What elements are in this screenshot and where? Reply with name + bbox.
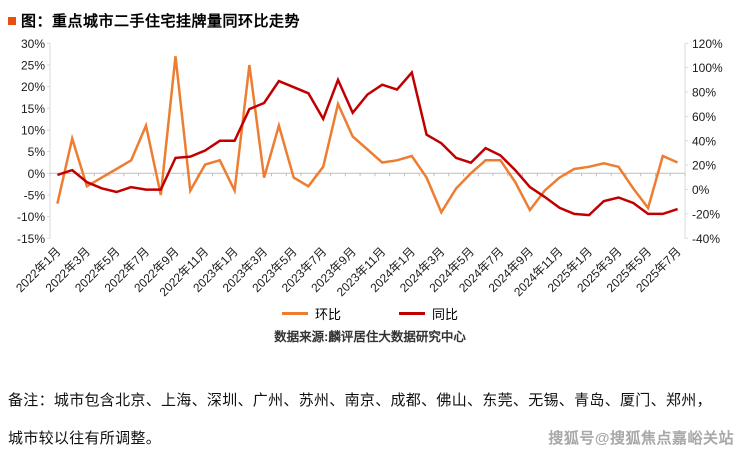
left-axis-label: 25% xyxy=(21,58,45,72)
legend-label-mom: 环比 xyxy=(314,307,341,322)
right-axis-label: -20% xyxy=(692,207,720,221)
left-axis-label: -15% xyxy=(17,232,45,246)
footnote-block: 备注：城市包含北京、上海、深圳、广州、苏州、南京、成都、佛山、东莞、无锡、青岛、… xyxy=(8,382,723,454)
chart-title: 图：重点城市二手住宅挂牌量同环比走势 xyxy=(21,13,301,30)
right-axis-label: 120% xyxy=(692,37,723,51)
legend-item-yoy: 同比 xyxy=(399,304,458,323)
x-axis-labels: 2022年1月2022年3月2022年5月2022年7月2022年9月2022年… xyxy=(13,245,684,300)
right-axis-label: 0% xyxy=(692,183,710,197)
right-axis-label: -40% xyxy=(692,232,720,246)
left-axis-label: 10% xyxy=(21,123,45,137)
legend-label-yoy: 同比 xyxy=(432,307,459,322)
title-bullet-icon xyxy=(8,16,16,25)
axes: 30% 25% 20% 15% 10% 5% 0% -5% -10% -15% 120% 100% 80… xyxy=(17,37,723,246)
left-axis-label: 0% xyxy=(28,167,46,181)
right-axis-label: 100% xyxy=(692,61,723,75)
right-axis-label: 80% xyxy=(692,86,716,100)
left-axis-label: 30% xyxy=(21,37,45,51)
series-line-同比 xyxy=(57,69,678,217)
chart-legend: 环比 同比 xyxy=(0,304,740,323)
left-axis-label: 20% xyxy=(21,80,45,94)
data-source-caption: 数据来源:麟评居住大数据研究中心 xyxy=(274,330,466,344)
left-axis-label: 15% xyxy=(21,102,45,116)
right-axis-label: 20% xyxy=(692,159,716,173)
footnote-line-1: 备注：城市包含北京、上海、深圳、广州、苏州、南京、成都、佛山、东莞、无锡、青岛、… xyxy=(8,393,712,409)
left-axis-label: 5% xyxy=(28,145,46,159)
watermark-text: 搜狐号@搜狐焦点嘉峪关站 xyxy=(548,430,734,447)
mom-line-swatch-icon xyxy=(281,311,308,316)
series-line-环比 xyxy=(56,56,679,216)
footnote-line-2: 城市较以往有所调整。 xyxy=(8,431,162,447)
chart-title-row: 图：重点城市二手住宅挂牌量同环比走势 xyxy=(8,10,300,31)
yoy-line-swatch-icon xyxy=(399,311,425,316)
chart-svg: 30% 25% 20% 15% 10% 5% 0% -5% -10% -15% 120% 100% 80… xyxy=(13,37,723,300)
left-axis-label: -10% xyxy=(17,210,45,224)
right-axis-label: 40% xyxy=(692,134,716,148)
legend-item-mom: 环比 xyxy=(281,304,341,323)
left-axis-label: -5% xyxy=(24,188,46,202)
right-axis-label: 60% xyxy=(692,110,716,124)
